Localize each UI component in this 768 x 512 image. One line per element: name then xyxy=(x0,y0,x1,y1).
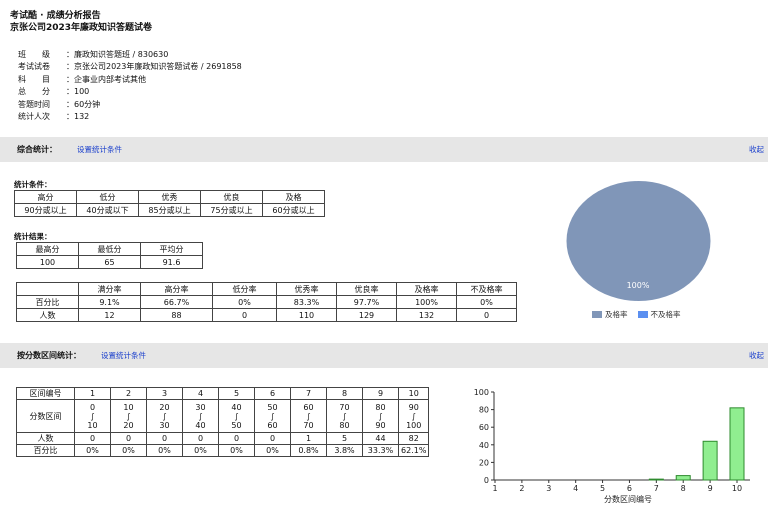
rates-table: 满分率 高分率 低分率 优秀率 优良率 及格率 不及格率 百分比 9.1% 66… xyxy=(16,282,517,322)
x-tick-label: 10 xyxy=(732,484,742,493)
table-row: 满分率 高分率 低分率 优秀率 优良率 及格率 不及格率 xyxy=(16,282,517,296)
collapse-link[interactable]: 收起 xyxy=(749,351,764,360)
info-row-paper: 考试试卷：京张公司2023年廉政知识答题试卷 / 2691858 xyxy=(18,62,242,72)
exam-title: 京张公司2023年廉政知识答题试卷 xyxy=(10,23,153,33)
pie-slice-pass xyxy=(566,181,711,301)
x-tick-label: 9 xyxy=(708,484,713,493)
histogram-bar xyxy=(729,407,745,481)
y-tick-label: 60 xyxy=(479,423,489,432)
y-tick-label: 20 xyxy=(479,458,489,467)
legend-item-pass: 及格率 xyxy=(592,309,628,320)
table-row: 90分或以上 40分或以下 85分或以上 75分或以上 60分或以上 xyxy=(14,203,325,217)
table-row: 分数区间 0 ∫ 10 10 ∫ 20 20 ∫ 30 30 ∫ 40 40 ∫ 50 50 ∫ 60 60 ∫ 70 70… xyxy=(16,399,430,433)
table-row: 区间编号 1 2 3 4 5 6 7 8 9 10 xyxy=(16,387,430,400)
table-row: 100 65 91.6 xyxy=(16,255,203,269)
y-tick-label: 100 xyxy=(474,388,489,397)
legend-swatch xyxy=(637,311,648,318)
x-tick-label: 7 xyxy=(654,484,659,493)
report-title: 考试酷 · 成绩分析报告 xyxy=(10,11,101,21)
collapse-link[interactable]: 收起 xyxy=(749,145,764,154)
table-row: 人数 0 0 0 0 0 0 1 5 44 82 xyxy=(16,432,430,445)
pie-label: 100% xyxy=(627,281,650,290)
legend-swatch xyxy=(592,311,602,318)
table-row: 人数 12 88 0 110 129 132 0 xyxy=(16,308,517,322)
info-row-total: 总 分： 100 xyxy=(18,87,90,97)
info-row-class: 班 级：廉政知识答题班 / 830630 xyxy=(18,50,169,59)
x-tick-label: 6 xyxy=(627,484,632,493)
info-row-subject: 科 目：企事业内部考试其他 xyxy=(18,74,146,84)
set-conditions-link[interactable]: 设置统计条件 xyxy=(101,351,146,360)
section-overall-bar: 综合统计： 设置统计条件 收起 xyxy=(0,137,768,162)
report-header: 考试酷 · 成绩分析报告 京张公司2023年廉政知识答题试卷 xyxy=(10,10,152,34)
histogram-bar xyxy=(648,478,664,481)
x-axis-title: 分数区间编号 xyxy=(604,494,652,504)
table-row: 百分比 0% 0% 0% 0% 0% 0% 0.8% 3.8% 33.3% 62.1% xyxy=(16,444,430,457)
x-tick-label: 3 xyxy=(546,484,551,493)
table-row: 最高分 最低分 平均分 xyxy=(16,242,203,256)
x-tick-label: 5 xyxy=(600,484,605,493)
histogram-bar xyxy=(675,475,691,481)
y-tick-label: 80 xyxy=(479,406,489,415)
x-tick-label: 2 xyxy=(519,484,524,493)
results-label: 统计结果： xyxy=(14,232,52,241)
interval-table: 区间编号 1 2 3 4 5 6 7 8 9 10 分数区间 0 ∫ 10 10 ∫ 20 20 ∫ 30 30 ∫ 40 40… xyxy=(16,387,430,457)
interval-histogram: 02040608010012345678910分数区间编号人数 xyxy=(474,388,750,504)
y-tick-label: 0 xyxy=(484,476,489,485)
results-table: 最高分 最低分 平均分 100 65 91.6 xyxy=(16,242,203,269)
table-row: 高分 低分 优秀 优良 及格 xyxy=(14,190,325,204)
section-interval-bar: 按分数区间统计： 设置统计条件 收起 xyxy=(0,343,768,368)
x-tick-label: 4 xyxy=(573,484,578,493)
pie-legend: 及格率 不及格率 xyxy=(592,309,691,320)
x-tick-label: 1 xyxy=(492,484,497,493)
conditions-table: 高分 低分 优秀 优良 及格 90分或以上 40分或以下 85分或以上 75分或… xyxy=(14,190,325,217)
section-interval-title: 按分数区间统计： xyxy=(17,351,81,360)
exam-info: 班 级：廉政知识答题班 / 830630 考试试卷：京张公司2023年廉政知识答… xyxy=(18,49,242,123)
pass-rate-pie: 100% xyxy=(566,181,711,301)
section-overall-title: 综合统计： xyxy=(17,145,57,154)
legend-item-fail: 不及格率 xyxy=(637,309,681,320)
set-conditions-link[interactable]: 设置统计条件 xyxy=(77,145,122,154)
y-tick-label: 40 xyxy=(479,441,489,450)
conditions-label: 统计条件： xyxy=(14,180,52,189)
table-row: 百分比 9.1% 66.7% 0% 83.3% 97.7% 100% 0% xyxy=(16,295,517,309)
x-tick-label: 8 xyxy=(681,484,686,493)
info-row-time: 答题时间： 60分钟 xyxy=(18,99,101,109)
histogram-bar xyxy=(702,440,718,481)
info-row-count: 统计人次： 132 xyxy=(18,112,90,122)
